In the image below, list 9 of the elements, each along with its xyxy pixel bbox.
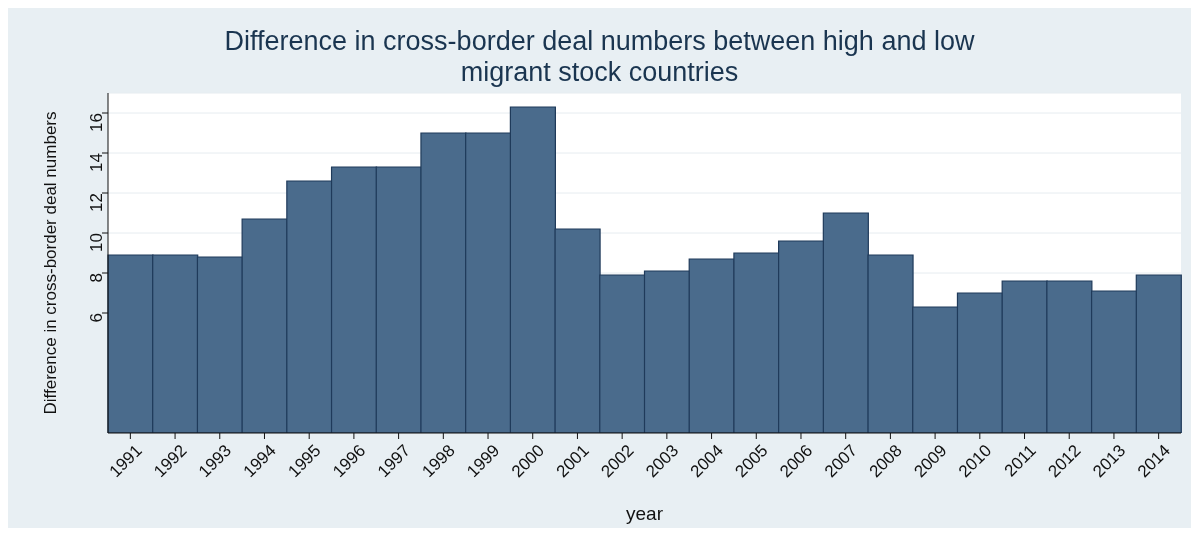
- y-tick-label: 10: [87, 233, 107, 252]
- y-tick-label: 16: [87, 113, 107, 132]
- y-axis-title: Difference in cross-border deal numbers: [41, 111, 61, 415]
- chart-title: Difference in cross-border deal numbers between high and low migrant stock countries: [223, 26, 976, 88]
- y-tick-label: 14: [87, 153, 107, 172]
- y-tick-label: 12: [87, 193, 107, 212]
- y-tick-label: 6: [87, 313, 107, 323]
- y-tick-label: 8: [87, 273, 107, 283]
- x-axis-title: year: [626, 503, 664, 524]
